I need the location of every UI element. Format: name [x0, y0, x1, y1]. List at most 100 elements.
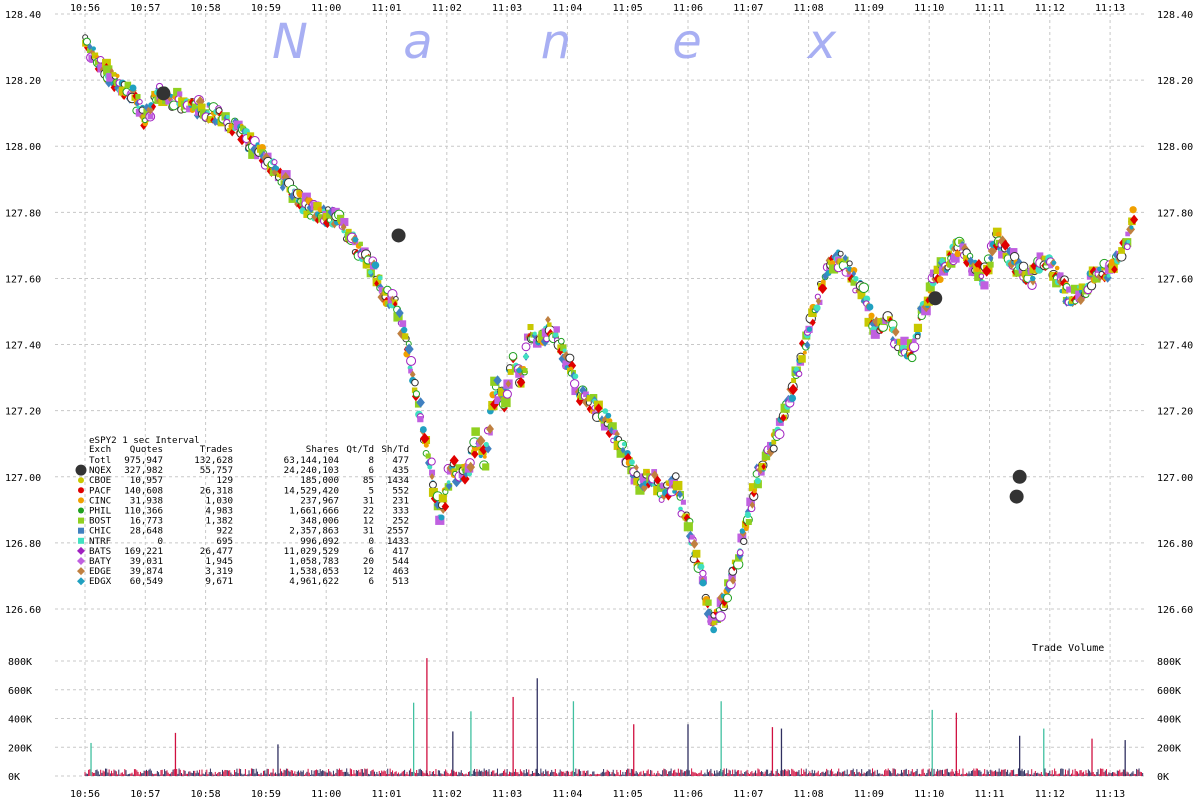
x-tick-label-top: 11:04	[552, 3, 582, 14]
price-point	[106, 73, 115, 82]
price-point	[829, 260, 836, 266]
price-point	[739, 528, 746, 534]
large-trade-marker	[1012, 469, 1027, 484]
price-point	[237, 133, 247, 146]
price-point	[987, 261, 994, 268]
price-point	[408, 368, 413, 374]
price-point	[820, 279, 826, 285]
price-point	[429, 469, 436, 476]
price-point	[620, 446, 626, 454]
price-point	[980, 281, 989, 290]
x-tick-label-top: 11:09	[854, 3, 884, 14]
price-point	[828, 254, 835, 263]
watermark-letter: n	[541, 14, 571, 70]
price-point	[395, 307, 404, 319]
price-point	[987, 245, 997, 257]
price-point	[516, 377, 526, 388]
legend-cell: CBOE	[89, 475, 111, 486]
y-tick-label-right: 127.20	[1157, 407, 1193, 418]
price-point	[796, 370, 803, 378]
legend-cell: 31,938	[130, 495, 163, 506]
price-point	[438, 514, 445, 521]
price-point	[1061, 287, 1069, 294]
price-point	[274, 165, 280, 171]
legend-cell: 24,240,103	[284, 465, 339, 476]
price-point	[441, 501, 450, 512]
price-point	[111, 72, 117, 77]
price-point	[641, 483, 649, 493]
price-point	[752, 489, 757, 494]
x-tick-label-top: 10:58	[191, 3, 221, 14]
y-tick-label-left: 126.60	[5, 605, 41, 616]
legend-cell: 1,661,666	[289, 506, 339, 517]
price-point	[586, 404, 593, 414]
price-point	[761, 463, 766, 470]
price-point	[870, 329, 880, 339]
price-point	[671, 472, 680, 480]
price-point	[411, 378, 419, 387]
price-point	[914, 333, 921, 340]
legend-cell: 185,000	[300, 475, 339, 486]
price-point	[1111, 265, 1118, 274]
x-tick-label-top: 10:59	[251, 3, 281, 14]
price-point	[746, 497, 755, 507]
x-tick-label-bottom: 11:11	[974, 789, 1004, 800]
price-point	[560, 344, 567, 352]
price-point	[411, 387, 418, 393]
price-point	[99, 65, 106, 74]
legend-cell: PHIL	[89, 506, 112, 517]
price-point	[258, 149, 266, 156]
price-point	[608, 422, 617, 431]
x-tick-label-bottom: 10:57	[130, 789, 160, 800]
x-tick-label-bottom: 11:10	[914, 789, 944, 800]
price-point	[743, 526, 749, 532]
price-point	[837, 258, 844, 265]
vol-tick-label-left: 400K	[8, 715, 32, 726]
vol-tick-label-left: 800K	[8, 657, 32, 668]
price-point	[850, 279, 857, 286]
legend-cell: 0	[368, 536, 374, 547]
price-point	[908, 341, 920, 353]
x-tick-label-top: 11:05	[613, 3, 643, 14]
price-point	[998, 250, 1006, 259]
price-point	[150, 103, 157, 111]
x-tick-label-top: 11:02	[432, 3, 462, 14]
x-tick-label-bottom: 11:01	[371, 789, 401, 800]
price-point	[633, 464, 639, 471]
legend-cell: 3,319	[205, 566, 233, 577]
price-point	[896, 338, 904, 346]
price-point	[570, 379, 580, 389]
legend-cell: 333	[392, 506, 409, 517]
price-point	[225, 114, 230, 119]
legend-cell: 695	[216, 536, 233, 547]
watermark-letter: e	[672, 14, 702, 70]
price-point	[808, 308, 817, 318]
price-point	[680, 499, 686, 505]
legend-cell: 6	[368, 576, 374, 587]
price-point	[828, 264, 839, 274]
price-point	[974, 272, 984, 282]
price-point	[683, 522, 693, 532]
x-tick-label-bottom: 11:09	[854, 789, 884, 800]
price-point	[471, 449, 479, 459]
price-point	[191, 103, 200, 111]
price-point	[712, 620, 717, 626]
legend-cell: 22	[363, 506, 374, 517]
x-tick-label-top: 11:00	[311, 3, 341, 14]
legend-marker	[78, 517, 84, 524]
x-tick-label-top: 11:12	[1035, 3, 1065, 14]
price-point	[352, 236, 359, 243]
price-point	[82, 37, 91, 46]
legend-cell: 4,983	[205, 506, 233, 517]
legend-cell: 463	[392, 566, 409, 577]
x-tick-label-bottom: 11:13	[1095, 789, 1125, 800]
price-point	[793, 366, 800, 372]
price-point	[378, 287, 385, 293]
vol-tick-label-right: 800K	[1157, 657, 1181, 668]
price-point	[416, 397, 425, 408]
price-point	[87, 43, 93, 51]
price-point	[368, 269, 373, 275]
legend-header: Quotes	[130, 444, 163, 455]
price-point	[91, 52, 99, 59]
